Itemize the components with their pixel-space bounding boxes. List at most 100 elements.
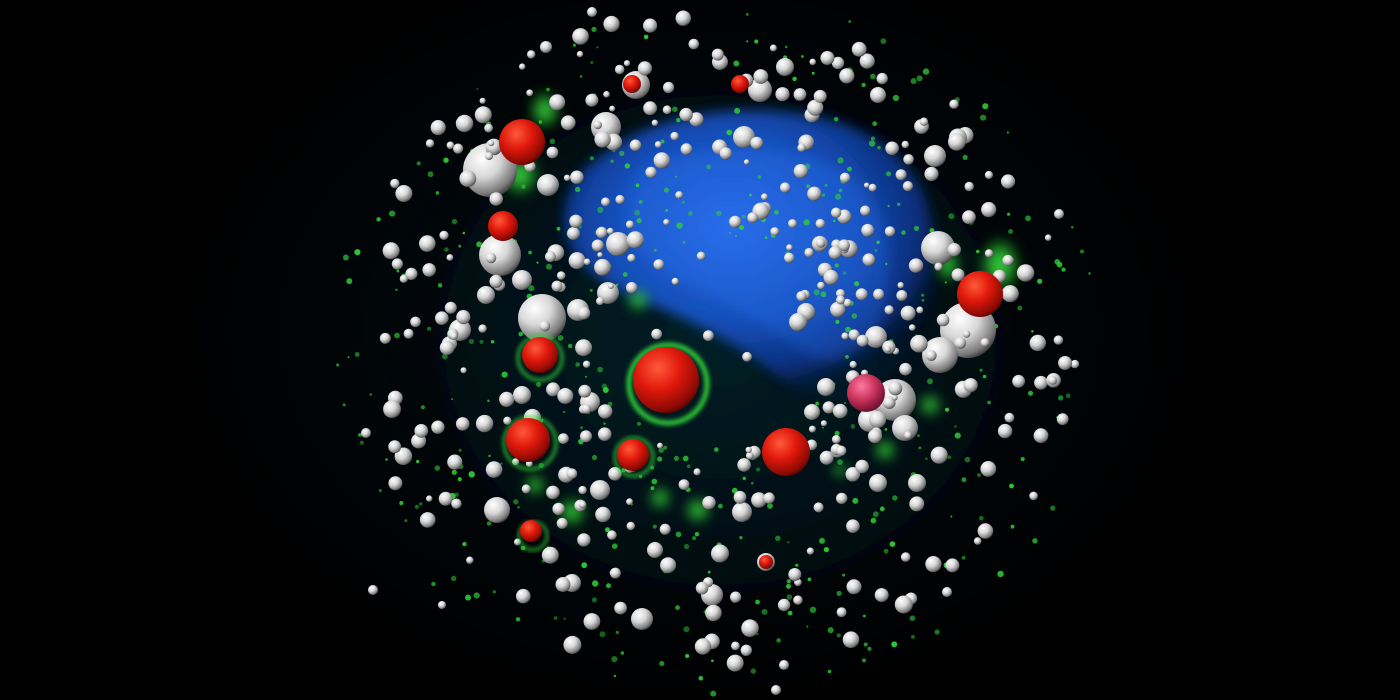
white-sphere — [822, 401, 835, 414]
green-speck — [682, 455, 689, 462]
green-speck — [437, 283, 443, 288]
green-speck — [659, 660, 665, 667]
green-speck — [342, 403, 346, 407]
white-sphere — [594, 131, 611, 148]
white-sphere-field — [361, 7, 1080, 695]
green-speck — [549, 138, 556, 145]
red-droplet — [731, 75, 749, 93]
white-sphere — [477, 286, 495, 304]
white-sphere — [438, 491, 453, 506]
white-sphere — [737, 458, 751, 472]
green-speck — [575, 186, 581, 193]
white-sphere — [485, 152, 493, 161]
white-sphere — [558, 433, 569, 444]
white-sphere — [1004, 412, 1015, 423]
white-sphere — [527, 50, 536, 59]
green-speck — [591, 597, 598, 603]
green-speck — [851, 313, 858, 319]
green-speck — [877, 146, 881, 150]
green-speck — [784, 45, 788, 49]
green-speck — [376, 217, 381, 222]
white-sphere — [891, 394, 898, 401]
green-speck — [872, 121, 878, 127]
white-sphere — [742, 351, 752, 362]
white-sphere — [603, 15, 620, 33]
white-sphere — [594, 258, 611, 276]
green-speck — [750, 668, 756, 674]
white-sphere — [779, 660, 789, 670]
green-speck — [884, 428, 888, 431]
white-sphere — [647, 542, 663, 558]
green-speck — [987, 400, 991, 405]
green-speck — [517, 506, 520, 509]
green-speck — [815, 401, 820, 406]
green-speck — [451, 575, 457, 582]
green-speck — [458, 244, 462, 248]
white-sphere — [1053, 335, 1064, 345]
white-sphere — [625, 220, 634, 229]
green-speck — [847, 166, 852, 172]
green-speck — [395, 288, 398, 292]
white-sphere — [475, 414, 494, 433]
green-speck — [488, 454, 491, 458]
white-sphere — [447, 454, 463, 470]
green-speck — [606, 583, 611, 589]
white-sphere — [1044, 234, 1052, 241]
white-sphere — [593, 120, 602, 130]
green-speck — [870, 73, 876, 80]
white-sphere — [807, 186, 822, 201]
white-sphere — [499, 391, 515, 407]
white-sphere — [606, 232, 630, 256]
white-sphere — [904, 431, 912, 440]
white-sphere — [705, 604, 722, 622]
white-sphere — [815, 218, 825, 229]
green-speck — [651, 478, 658, 485]
white-sphere — [743, 159, 750, 165]
white-sphere — [741, 619, 759, 637]
green-speck — [869, 140, 876, 147]
white-sphere — [884, 345, 891, 353]
green-speck — [434, 465, 440, 471]
white-sphere — [609, 567, 621, 579]
green-speck — [657, 456, 663, 462]
white-sphere — [861, 223, 875, 237]
white-sphere — [868, 429, 882, 444]
green-speck — [602, 387, 609, 393]
white-sphere — [455, 114, 474, 133]
green-speck — [686, 464, 691, 469]
green-speck — [580, 426, 583, 430]
green-speck — [738, 225, 744, 230]
white-sphere — [391, 258, 403, 270]
green-speck — [787, 541, 790, 544]
green-speck — [901, 230, 906, 235]
white-sphere — [820, 420, 828, 427]
white-sphere — [1056, 413, 1069, 426]
green-speck — [746, 40, 749, 43]
white-sphere — [488, 140, 495, 147]
white-sphere — [521, 484, 531, 494]
white-sphere — [578, 384, 592, 398]
white-sphere — [750, 136, 763, 150]
white-sphere — [900, 552, 911, 562]
green-speck — [910, 78, 917, 84]
white-sphere — [869, 411, 887, 429]
green-speck — [591, 454, 598, 461]
white-sphere — [786, 244, 793, 251]
green-speck — [835, 193, 842, 200]
white-sphere — [771, 685, 781, 695]
white-sphere — [631, 608, 653, 630]
white-sphere — [806, 547, 815, 555]
green-speck — [579, 75, 583, 78]
green-speck — [660, 139, 665, 144]
green-speck — [1010, 524, 1015, 529]
white-sphere — [577, 533, 591, 547]
white-sphere — [846, 519, 860, 533]
white-sphere — [459, 170, 477, 188]
white-sphere — [679, 107, 693, 122]
green-speck — [716, 210, 722, 217]
white-sphere — [539, 320, 551, 332]
white-sphere — [626, 231, 644, 249]
green-speck — [922, 68, 930, 75]
white-sphere — [689, 112, 704, 127]
white-sphere — [846, 579, 862, 595]
